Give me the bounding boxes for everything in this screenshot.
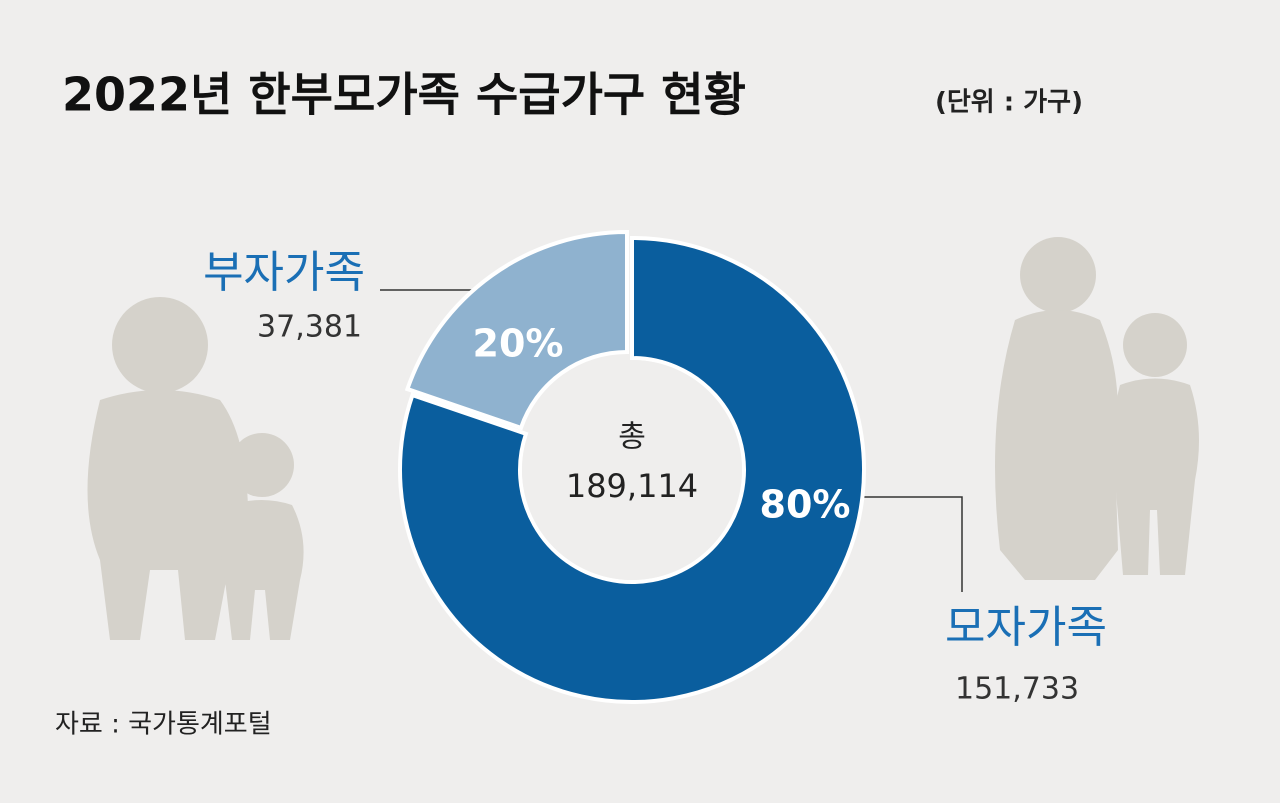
father-silhouette: [87, 297, 304, 640]
source: 자료 : 국가통계포털: [55, 710, 272, 740]
percent-label: 80%: [760, 483, 851, 527]
donut-segment: [404, 229, 629, 431]
value-label: 151,733: [955, 672, 1079, 707]
category-label: 부자가족: [203, 247, 365, 298]
donut-segment: [398, 235, 866, 704]
leader-line: [838, 496, 963, 592]
donut-hole: [522, 360, 742, 580]
mother-silhouette: [995, 237, 1199, 580]
total-label: 189,114: [566, 467, 698, 505]
percent-label: 20%: [473, 322, 564, 366]
value-label: 37,381: [257, 310, 362, 345]
unit-label: (단위 : 가구): [935, 88, 1083, 118]
center-label: 총: [618, 420, 646, 455]
chart-title: 2022년 한부모가족 수급가구 현황: [62, 68, 746, 122]
category-label: 모자가족: [945, 602, 1107, 653]
